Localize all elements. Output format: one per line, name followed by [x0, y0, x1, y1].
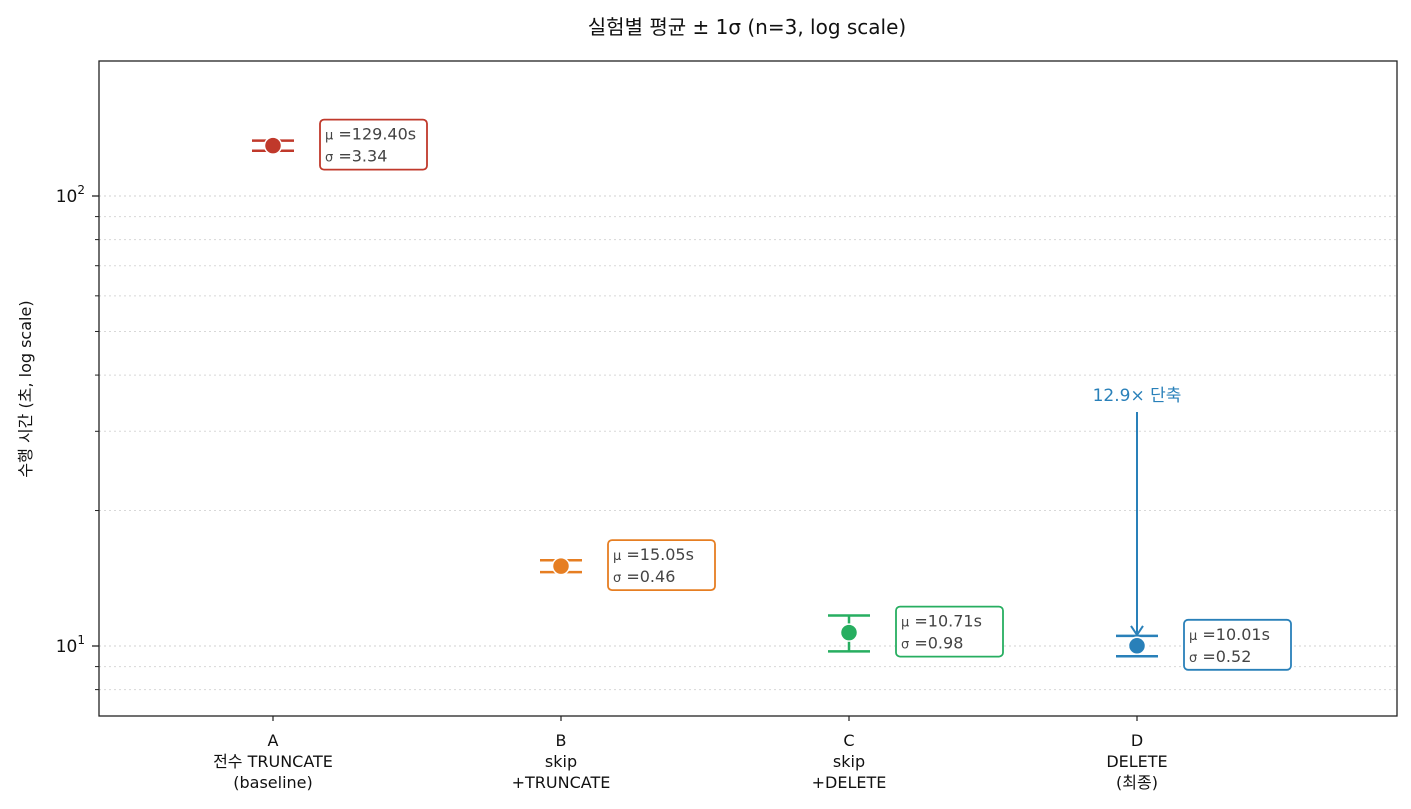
reduction-callout: 12.9× 단축 — [1093, 386, 1182, 637]
mean-marker — [1127, 636, 1147, 656]
svg-text:B: B — [556, 731, 567, 750]
svg-text:skip: skip — [833, 752, 865, 771]
data-point-B — [540, 556, 582, 576]
y-axis-label: 수행 시간 (초, log scale) — [16, 300, 35, 477]
chart-title: 실험별 평균 ± 1σ (n=3, log scale) — [588, 15, 906, 39]
svg-text:μ =15.05s: μ =15.05s — [613, 545, 694, 564]
y-tick-label: 101 — [56, 633, 85, 657]
svg-text:skip: skip — [545, 752, 577, 771]
y-tick-label: 102 — [56, 183, 85, 207]
data-point-D — [1116, 634, 1158, 658]
svg-text:σ =0.46: σ =0.46 — [613, 567, 675, 586]
svg-text:+TRUNCATE: +TRUNCATE — [512, 773, 611, 792]
svg-text:D: D — [1131, 731, 1143, 750]
stats-label-C: μ =10.71s σ =0.98 — [895, 605, 1004, 658]
svg-text:+DELETE: +DELETE — [812, 773, 887, 792]
svg-text:A: A — [268, 731, 279, 750]
svg-text:μ =10.71s: μ =10.71s — [901, 612, 982, 631]
data-point-C — [828, 614, 870, 653]
x-tick-label: D DELETE (최종) — [1106, 731, 1167, 792]
svg-text:μ =129.40s: μ =129.40s — [325, 125, 416, 144]
x-tick-label: A 전수 TRUNCATE (baseline) — [213, 731, 333, 792]
stats-label-A: μ =129.40s σ =3.34 — [319, 118, 428, 171]
grid-lines — [99, 195, 1397, 691]
svg-text:(baseline): (baseline) — [233, 773, 313, 792]
y-axis-ticks: 101 102 — [56, 183, 99, 691]
mean-marker — [839, 623, 859, 642]
svg-text:(최종): (최종) — [1116, 773, 1158, 792]
svg-text:전수 TRUNCATE: 전수 TRUNCATE — [213, 752, 333, 771]
stats-label-B: μ =15.05s σ =0.46 — [607, 539, 716, 592]
mean-marker — [551, 556, 571, 576]
svg-text:C: C — [843, 731, 854, 750]
svg-text:σ =3.34: σ =3.34 — [325, 147, 387, 166]
callout-text: 12.9× 단축 — [1093, 386, 1182, 406]
svg-text:σ =0.98: σ =0.98 — [901, 634, 963, 653]
svg-text:σ =0.52: σ =0.52 — [1189, 647, 1251, 666]
plot-frame — [98, 60, 1398, 717]
stats-label-D: μ =10.01s σ =0.52 — [1183, 618, 1292, 671]
svg-text:μ =10.01s: μ =10.01s — [1189, 625, 1270, 644]
data-series: μ =129.40s σ =3.34 μ =15.05s σ =0.46 μ =10.7… — [252, 118, 1292, 671]
svg-text:DELETE: DELETE — [1106, 752, 1167, 771]
data-point-A — [252, 136, 294, 155]
mean-marker — [263, 136, 283, 155]
